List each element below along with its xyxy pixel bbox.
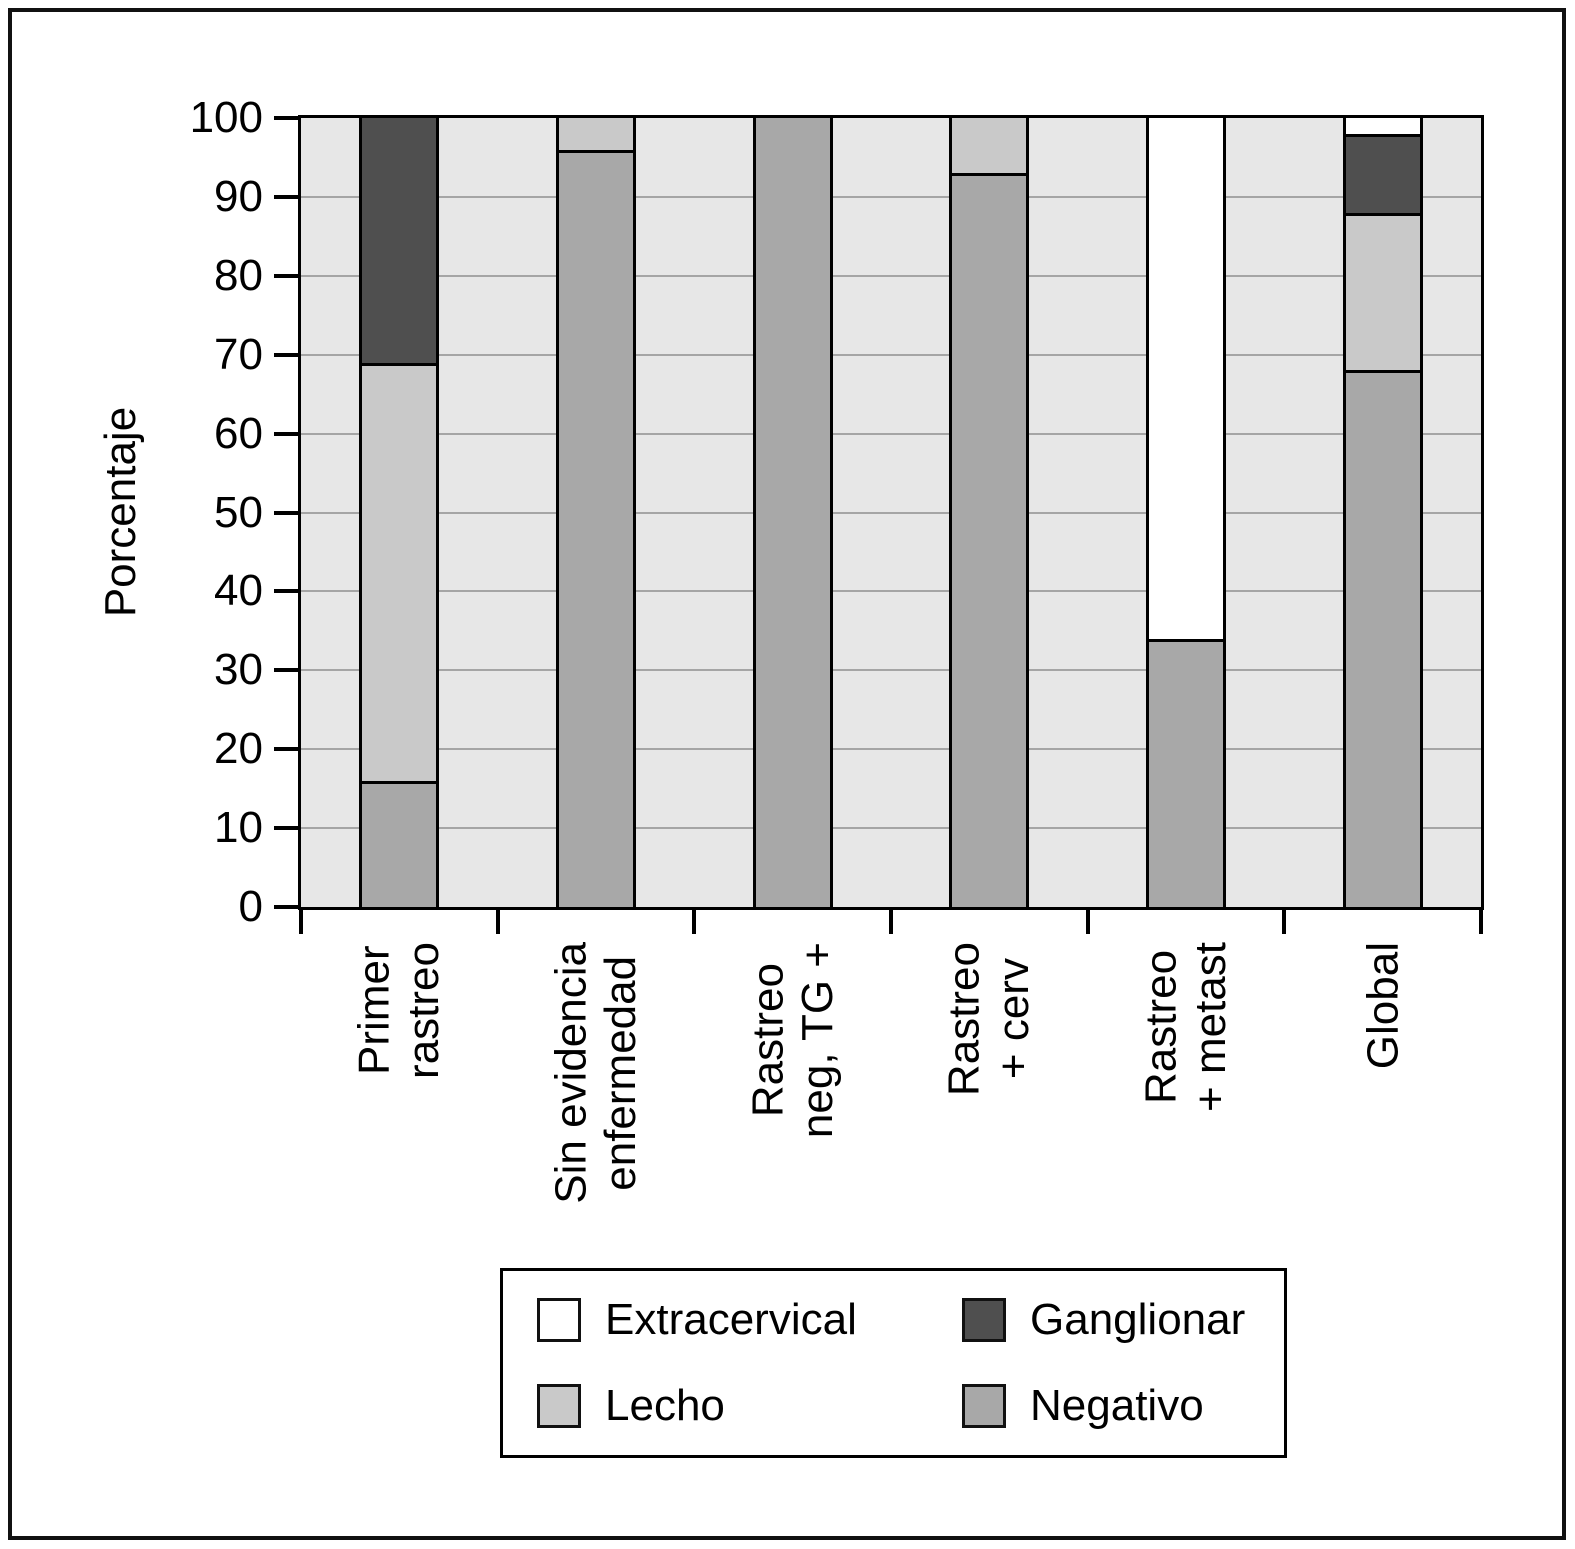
- legend-label: Lecho: [605, 1381, 725, 1430]
- y-tick: [274, 905, 298, 909]
- legend-label: Negativo: [1030, 1381, 1204, 1430]
- y-tick-label: 90: [214, 171, 263, 221]
- y-tick-label: 60: [214, 408, 263, 458]
- x-category-label: Rastreo neg, TG +: [743, 942, 842, 1139]
- legend-item: Lecho: [537, 1381, 962, 1431]
- bar: [556, 118, 636, 907]
- bar: [359, 118, 440, 907]
- y-tick: [274, 747, 298, 752]
- gridline: [301, 432, 1481, 435]
- gridline: [301, 590, 1481, 593]
- x-category-label: Primer rastreo: [350, 942, 449, 1079]
- x-category-label: Global: [1358, 942, 1408, 1070]
- y-tick: [274, 352, 298, 357]
- x-category-label: Rastreo + cerv: [940, 942, 1039, 1097]
- figure-border: [8, 8, 1566, 1540]
- bar-segment: [755, 118, 830, 907]
- y-tick: [274, 510, 298, 515]
- bar-segment: [362, 780, 437, 907]
- bar-segment: [362, 362, 437, 781]
- bar-segment: [1345, 118, 1420, 134]
- bar: [752, 118, 833, 907]
- gridline: [301, 827, 1481, 830]
- legend-label: Ganglionar: [1030, 1295, 1246, 1344]
- legend: Extracervical Ganglionar Lecho Negativo: [500, 1268, 1287, 1458]
- x-tick: [495, 908, 500, 934]
- y-tick-label: 40: [214, 566, 263, 616]
- x-category-label: Sin evidencia enfermedad: [546, 942, 645, 1204]
- legend-swatch: [962, 1298, 1006, 1342]
- plot-area: [298, 115, 1484, 910]
- bar-segment: [1149, 118, 1223, 639]
- y-tick: [274, 194, 298, 199]
- bar-segment: [952, 173, 1027, 907]
- bar-segment: [362, 118, 437, 363]
- y-tick: [274, 826, 298, 831]
- x-tick: [1085, 908, 1090, 934]
- gridline: [301, 669, 1481, 672]
- gridline: [301, 748, 1481, 751]
- bar-segment: [952, 118, 1027, 174]
- x-tick: [889, 908, 893, 934]
- legend-swatch: [537, 1384, 581, 1428]
- y-tick-label: 70: [214, 329, 263, 379]
- y-tick-label: 0: [238, 882, 263, 931]
- y-tick-label: 50: [214, 487, 263, 537]
- x-tick: [299, 908, 303, 934]
- y-tick: [274, 431, 298, 436]
- bar-segment: [1345, 370, 1420, 907]
- x-tick: [1282, 908, 1287, 934]
- bar-segment: [559, 118, 633, 150]
- y-tick: [274, 589, 298, 594]
- y-tick-label: 30: [214, 645, 263, 695]
- y-tick: [274, 668, 298, 673]
- y-tick: [274, 116, 298, 120]
- gridline: [301, 195, 1481, 198]
- legend-item: Ganglionar: [962, 1295, 1284, 1345]
- bar: [949, 118, 1030, 907]
- legend-label: Extracervical: [605, 1295, 857, 1344]
- y-tick: [274, 273, 298, 278]
- bar: [1342, 118, 1423, 907]
- x-tick: [692, 908, 697, 934]
- legend-swatch: [962, 1384, 1006, 1428]
- legend-item: Extracervical: [537, 1295, 962, 1345]
- bar: [1146, 118, 1226, 907]
- y-tick-label: 80: [214, 250, 263, 300]
- bar-segment: [1345, 212, 1420, 371]
- x-category-label: Rastreo + metast: [1136, 942, 1235, 1112]
- x-tick: [1479, 908, 1483, 934]
- gridline: [301, 511, 1481, 514]
- y-tick-label: 100: [189, 93, 263, 142]
- bar-segment: [1149, 638, 1223, 907]
- legend-swatch: [537, 1298, 581, 1342]
- y-tick-label: 20: [214, 724, 263, 774]
- legend-item: Negativo: [962, 1381, 1284, 1431]
- gridline: [301, 353, 1481, 356]
- bar-segment: [1345, 133, 1420, 213]
- gridline: [301, 274, 1481, 277]
- y-tick-label: 10: [214, 803, 263, 853]
- bar-segment: [559, 149, 633, 907]
